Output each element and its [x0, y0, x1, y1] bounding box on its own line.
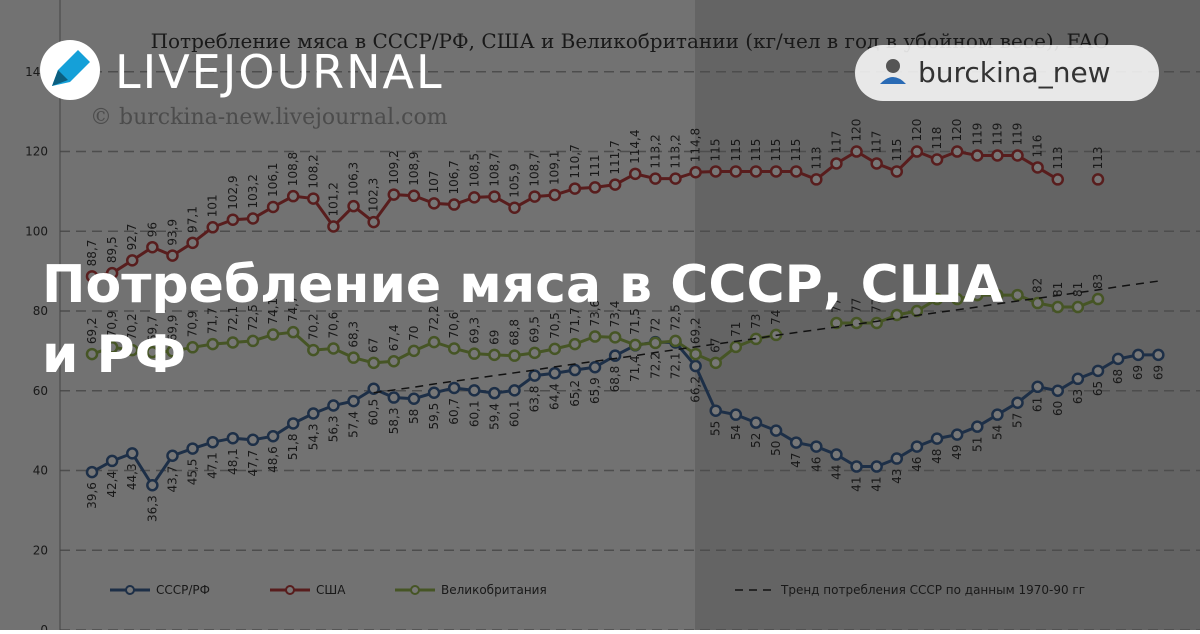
user-badge[interactable]: [855, 45, 1159, 101]
user-icon-body: [880, 77, 906, 84]
logo: [40, 40, 100, 100]
logo-pencil-tip: [52, 70, 68, 86]
user-icon: [880, 59, 906, 84]
user-name[interactable]: burckina_new: [918, 56, 1111, 89]
headline-line: и РФ: [42, 325, 186, 385]
headline-line: Потребление мяса в СССР, США: [42, 255, 1003, 315]
brand: LIVEJOURNAL: [115, 45, 444, 99]
user-icon-head: [886, 59, 900, 73]
